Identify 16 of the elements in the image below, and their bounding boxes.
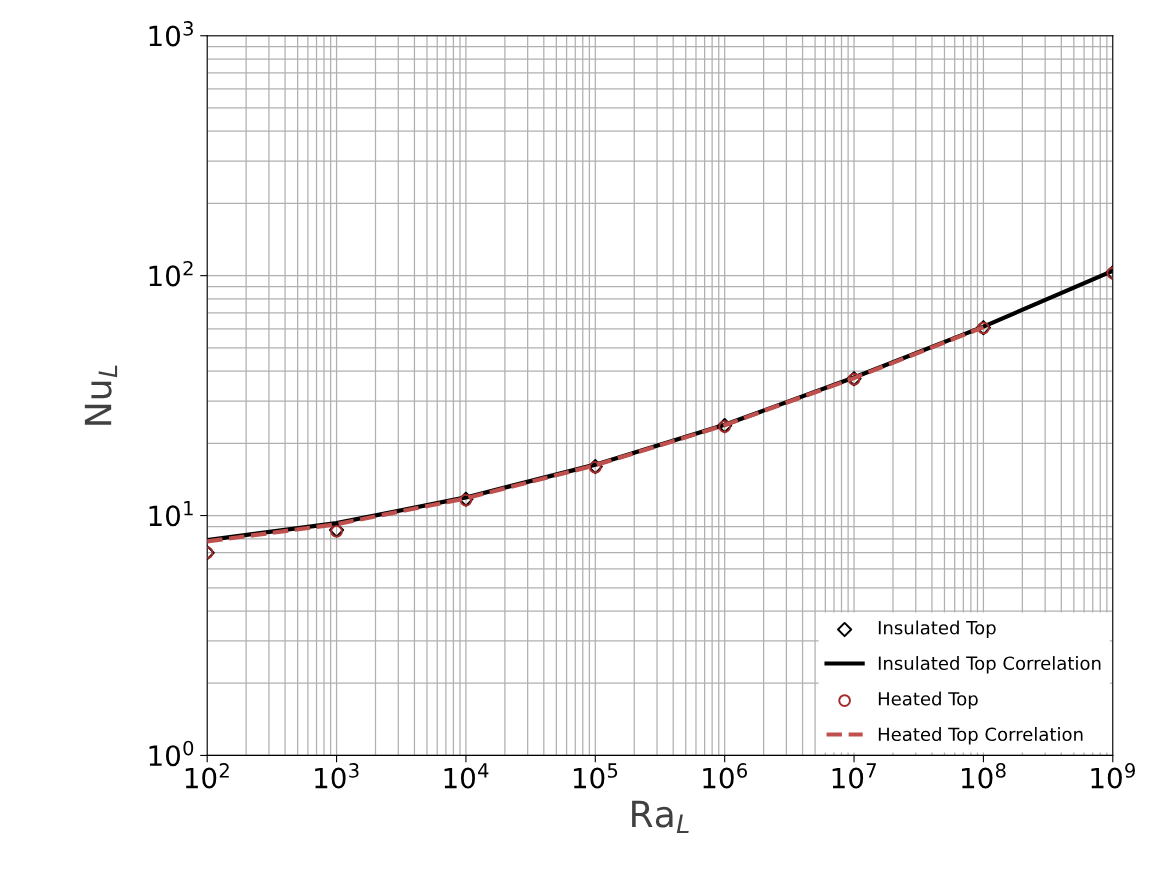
legend-label: Insulated Top Correlation: [878, 656, 1101, 674]
legend-label: Heated Top: [878, 691, 978, 710]
y-tick-label: 10$^{2}$: [149, 260, 193, 287]
legend-label: Insulated Top: [878, 620, 996, 639]
x-tick-label: 10$^{3}$: [315, 763, 359, 789]
x-tick-label: 10$^{7}$: [832, 763, 876, 789]
x-tick-label: 10$^{9}$: [1091, 763, 1135, 789]
x-axis-title: Ra$_{L}$: [632, 800, 689, 833]
y-axis-title: Nu$_{L}$: [84, 365, 118, 425]
x-tick-label: 10$^{5}$: [573, 763, 618, 789]
x-tick-label: 10$^{4}$: [444, 763, 489, 789]
x-tick-label: 10$^{8}$: [962, 763, 1006, 789]
y-tick-label: 10$^{3}$: [149, 21, 193, 47]
y-tick-label: 10$^{1}$: [149, 501, 193, 527]
legend-label: Heated Top Correlation: [878, 727, 1083, 745]
x-tick-label: 10$^{6}$: [703, 763, 747, 789]
